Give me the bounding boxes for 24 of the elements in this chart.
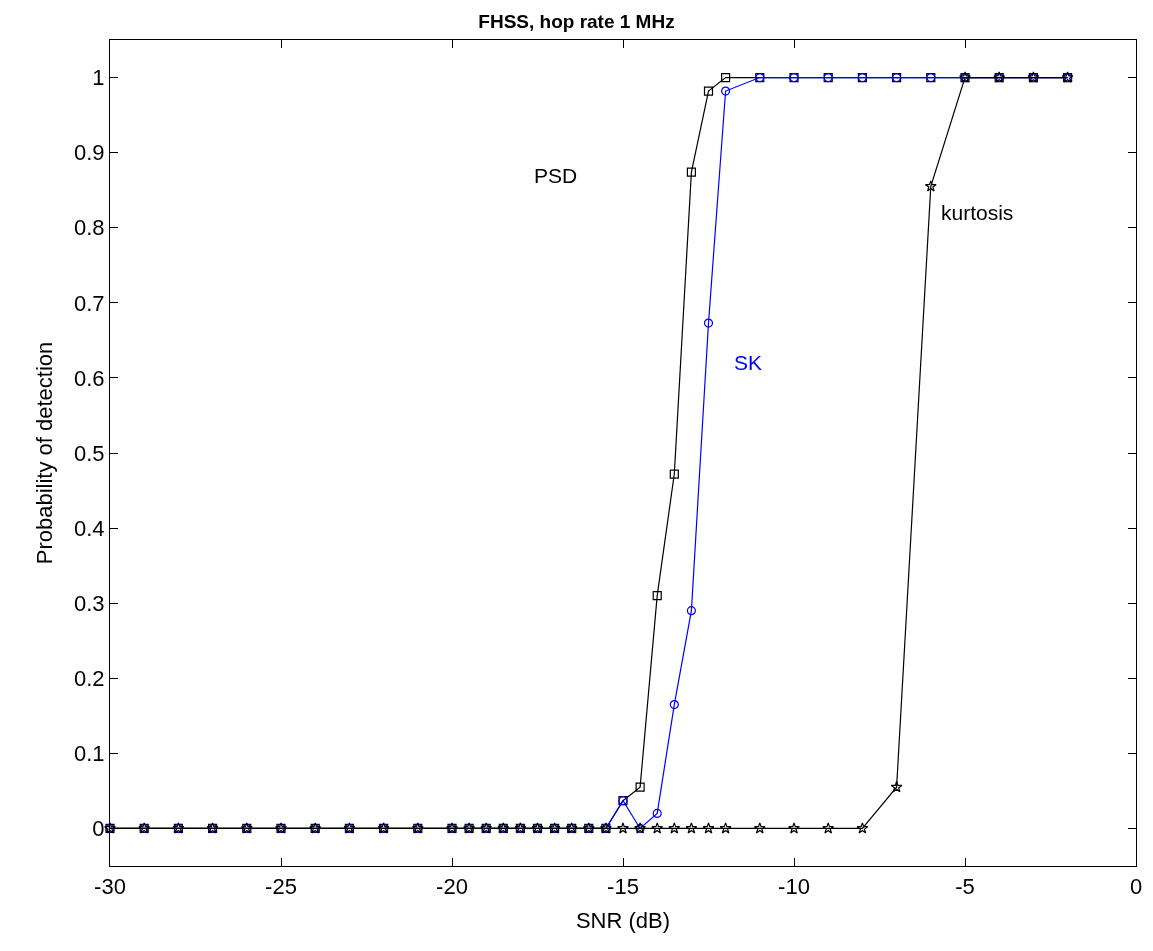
y-tick-label: 0.1 xyxy=(73,741,105,767)
y-tick-label: 0.7 xyxy=(73,290,105,316)
y-tick-label: 0.4 xyxy=(73,515,105,541)
y-axis-title: Probability of detection xyxy=(31,341,57,565)
y-tick-label: 0.9 xyxy=(73,140,105,166)
y-tick-label: 0.3 xyxy=(73,590,105,616)
series-label: kurtosis xyxy=(941,201,1014,224)
y-tick-label: 0.5 xyxy=(73,440,105,466)
x-tick-label: -30 xyxy=(94,873,126,899)
y-tick-label: 0.2 xyxy=(73,665,105,691)
x-axis-title: SNR (dB) xyxy=(575,908,671,934)
x-tick-label: -25 xyxy=(265,873,297,899)
y-tick-label: 0 xyxy=(92,816,105,842)
y-tick-label: 0.6 xyxy=(73,365,105,391)
x-tick-label: -5 xyxy=(955,873,975,899)
x-tick-label: -20 xyxy=(436,873,468,899)
x-tick-label: -10 xyxy=(778,873,810,899)
x-tick-label: -15 xyxy=(607,873,639,899)
chart-title: FHSS, hop rate 1 MHz xyxy=(478,10,675,32)
y-tick-label: 0.8 xyxy=(73,215,105,241)
text: PSD xyxy=(534,164,578,187)
series-label: SK xyxy=(734,351,763,374)
x-tick-label: 0 xyxy=(1129,873,1143,899)
y-tick-label: 1 xyxy=(92,65,105,91)
